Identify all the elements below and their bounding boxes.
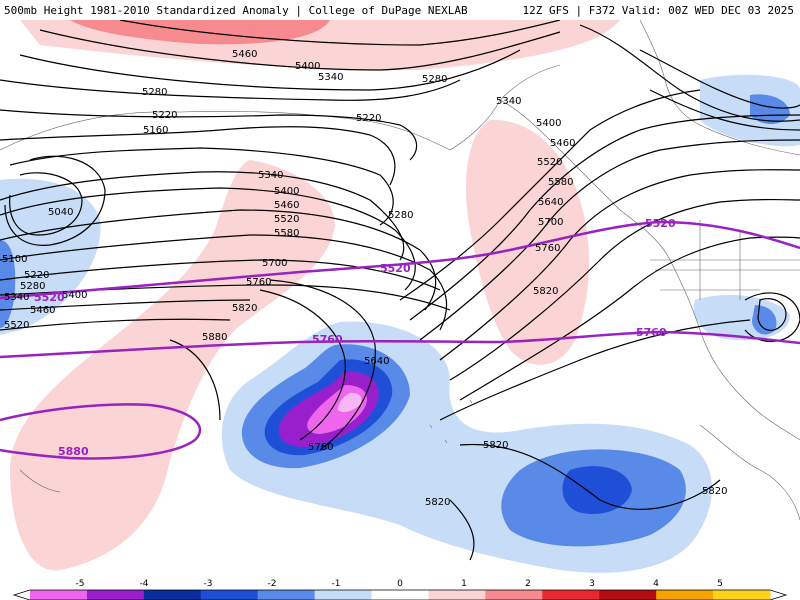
colorbar-ticks: -5 -4 -3 -2 -1 0 1 2 3 4 5	[76, 579, 723, 589]
colorbar-swatch	[599, 590, 657, 600]
colorbar-swatch	[257, 590, 316, 600]
colorbar-tick-label: -4	[140, 579, 149, 589]
colorbar-swatch	[713, 590, 771, 600]
colorbar-swatch	[30, 590, 88, 600]
height-label: 5280	[422, 74, 447, 85]
run-valid-time: 12Z GFS | F372 Valid: 00Z WED DEC 03 202…	[522, 4, 794, 17]
colorbar-tick-label: 5	[717, 579, 723, 589]
height-label: 5400	[295, 61, 320, 72]
height-label: 5220	[152, 110, 177, 121]
height-label: 5460	[232, 49, 257, 60]
height-contours	[0, 20, 800, 561]
height-label: 5280	[388, 210, 413, 221]
height-label: 5340	[258, 170, 283, 181]
height-label: 5100	[2, 254, 27, 265]
highlight-label: 5520	[380, 262, 411, 275]
height-label: 5220	[356, 113, 381, 124]
colorbar-tick-label: 3	[589, 579, 595, 589]
height-label: 5880	[202, 332, 227, 343]
colorbar-tick-label: 1	[461, 579, 467, 589]
weather-map: 5460 5400 5340 5280 5280 5220 5220 5160 …	[0, 20, 800, 580]
height-label: 5460	[550, 138, 575, 149]
height-label: 5520	[274, 214, 299, 225]
colorbar-swatch	[143, 590, 202, 600]
height-label: 5760	[535, 243, 560, 254]
height-label: 5220	[24, 270, 49, 281]
height-label: 5760	[246, 277, 271, 288]
height-label: 5280	[142, 87, 167, 98]
height-label: 5340	[4, 292, 29, 303]
colorbar-tick-label: 0	[397, 579, 403, 589]
height-label: 5820	[232, 303, 257, 314]
colorbar-swatch	[86, 590, 145, 600]
height-label: 5520	[4, 320, 29, 331]
highlight-label: 5880	[58, 445, 89, 458]
colorbar-swatch	[314, 590, 373, 600]
colorbar-swatch	[428, 590, 486, 600]
colorbar-tick-label: 4	[653, 579, 659, 589]
height-label: 5580	[548, 177, 573, 188]
height-label: 5640	[538, 197, 563, 208]
height-contour-labels: 5460 5400 5340 5280 5280 5220 5220 5160 …	[2, 49, 727, 508]
colorbar-tick-label: -5	[76, 579, 85, 589]
product-title: 500mb Height 1981-2010 Standardized Anom…	[4, 4, 468, 17]
header-bar: 500mb Height 1981-2010 Standardized Anom…	[0, 0, 800, 18]
height-label: 5460	[274, 200, 299, 211]
colorbar-swatches	[30, 590, 771, 600]
height-label: 5460	[30, 305, 55, 316]
highlight-label: 5760	[312, 333, 343, 346]
colorbar-swatch	[485, 590, 543, 600]
height-label: 5340	[318, 72, 343, 83]
height-label: 5820	[702, 486, 727, 497]
highlight-label: 5520	[34, 291, 65, 304]
height-label: 5820	[483, 440, 508, 451]
height-label: 5400	[62, 290, 87, 301]
highlight-contour-labels: 5520 5520 5520 5760 5760 5880	[34, 217, 676, 458]
height-label: 5520	[537, 157, 562, 168]
colorbar-tick-label: 2	[525, 579, 531, 589]
colorbar-tick-label: -1	[332, 579, 341, 589]
height-label: 5040	[48, 207, 73, 218]
height-label: 5820	[425, 497, 450, 508]
positive-anomaly-shading	[10, 20, 620, 571]
height-label: 5280	[20, 281, 45, 292]
height-label: 5760	[308, 442, 333, 453]
highlight-label: 5520	[645, 217, 676, 230]
height-label: 5820	[533, 286, 558, 297]
colorbar-swatch	[656, 590, 714, 600]
height-label: 5400	[536, 118, 561, 129]
highlight-label: 5760	[636, 326, 667, 339]
colorbar-swatch	[200, 590, 259, 600]
height-label: 5700	[538, 217, 563, 228]
height-label: 5640	[364, 356, 389, 367]
colorbar-tick-label: -2	[268, 579, 277, 589]
colorbar-swatch	[542, 590, 600, 600]
coastlines	[0, 20, 800, 521]
colorbar-swatch	[371, 590, 429, 600]
colorbar-tick-label: -3	[204, 579, 213, 589]
height-label: 5580	[274, 228, 299, 239]
colorbar-legend: -5 -4 -3 -2 -1 0 1 2 3 4 5	[12, 579, 788, 600]
height-label: 5400	[274, 186, 299, 197]
height-label: 5700	[262, 258, 287, 269]
height-label: 5160	[143, 125, 168, 136]
height-label: 5340	[496, 96, 521, 107]
highlight-contours	[0, 220, 800, 460]
